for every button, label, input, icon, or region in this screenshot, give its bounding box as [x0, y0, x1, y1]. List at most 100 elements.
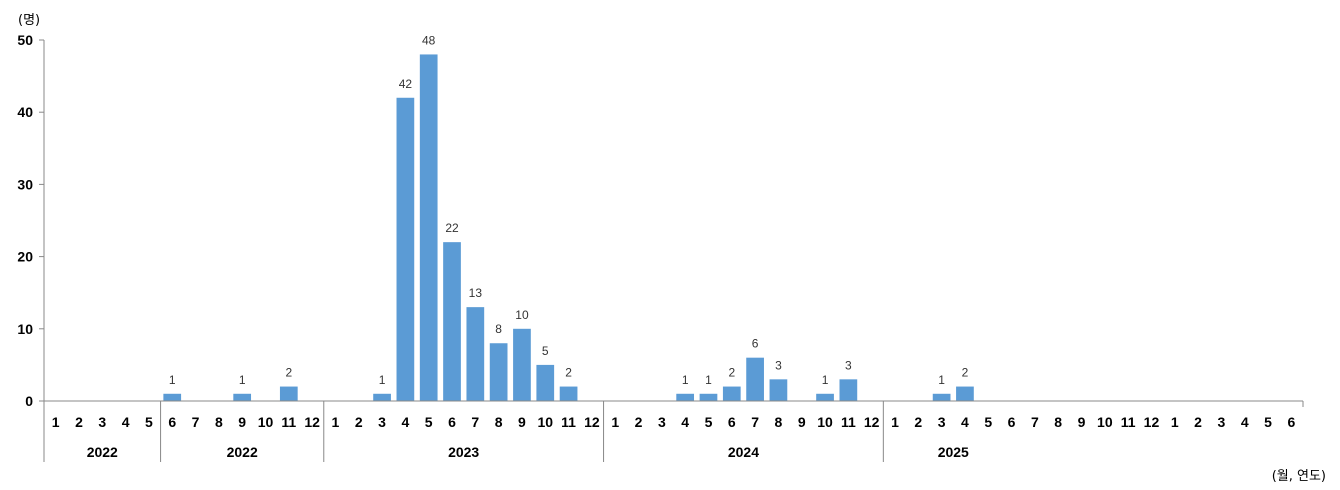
bar	[163, 393, 182, 401]
x-tick-label-month: 10	[258, 414, 274, 430]
data-label: 2	[285, 366, 292, 380]
x-tick-label-month: 8	[215, 414, 223, 430]
x-tick-label-month: 7	[471, 414, 479, 430]
x-tick-label-month: 8	[775, 414, 783, 430]
x-tick-label-month: 9	[518, 414, 526, 430]
x-tick-label-month: 1	[52, 414, 60, 430]
bar	[956, 386, 974, 401]
x-tick-label-month: 5	[425, 414, 433, 430]
data-label: 1	[822, 373, 829, 387]
bar	[419, 54, 438, 401]
bar	[396, 97, 415, 401]
x-tick-label-month: 2	[75, 414, 83, 430]
x-tick-label-month: 1	[611, 414, 619, 430]
bar	[279, 386, 298, 401]
x-tick-label-month: 3	[658, 414, 666, 430]
x-tick-label-year: 2022	[87, 444, 118, 460]
x-tick-label-month: 7	[192, 414, 200, 430]
x-tick-label-month: 3	[1217, 414, 1225, 430]
bar	[443, 242, 461, 401]
data-label: 2	[962, 366, 969, 380]
bar	[746, 357, 764, 401]
x-tick-label-month: 9	[238, 414, 246, 430]
x-tick-label-month: 5	[1264, 414, 1272, 430]
x-tick-label-month: 2	[1194, 414, 1202, 430]
bar	[536, 364, 555, 401]
bar	[559, 386, 578, 401]
data-label: 22	[445, 221, 459, 235]
x-tick-label-month: 3	[98, 414, 106, 430]
y-axis-unit-label: (명)	[18, 13, 40, 28]
bar	[839, 379, 858, 401]
x-tick-label-month: 12	[304, 414, 320, 430]
x-tick-label-month: 5	[145, 414, 153, 430]
x-tick-label-month: 11	[1121, 414, 1136, 430]
x-tick-label-month: 10	[817, 414, 833, 430]
x-tick-label-month: 11	[841, 414, 856, 430]
bar	[489, 343, 508, 401]
x-tick-label-month: 5	[984, 414, 992, 430]
bar	[699, 393, 718, 401]
x-tick-label-month: 1	[891, 414, 899, 430]
x-tick-label-month: 4	[122, 414, 130, 430]
data-label: 42	[399, 77, 413, 91]
x-tick-label-month: 10	[537, 414, 553, 430]
data-label: 1	[379, 373, 386, 387]
y-tick-label: 30	[17, 176, 33, 192]
y-tick-label: 40	[17, 104, 33, 120]
bar	[466, 307, 485, 401]
x-tick-label-month: 2	[635, 414, 643, 430]
data-label: 5	[542, 344, 549, 358]
bar	[676, 393, 695, 401]
x-tick-label-month: 9	[1078, 414, 1086, 430]
x-axis-unit-label: (월, 연도)	[1272, 469, 1326, 484]
x-tick-label-year: 2023	[448, 444, 479, 460]
bar	[932, 393, 951, 401]
x-tick-label-month: 3	[378, 414, 386, 430]
x-tick-label-year: 2024	[728, 444, 759, 460]
x-tick-label-month: 4	[961, 414, 969, 430]
x-tick-label-month: 10	[1097, 414, 1113, 430]
data-label: 1	[705, 373, 712, 387]
bar	[769, 379, 788, 401]
data-label: 10	[515, 308, 529, 322]
x-tick-label-month: 6	[1008, 414, 1016, 430]
bar	[816, 393, 834, 401]
data-label: 13	[469, 286, 483, 300]
bar	[373, 393, 391, 401]
x-tick-label-month: 12	[1144, 414, 1160, 430]
x-tick-label-month: 7	[751, 414, 759, 430]
data-label: 3	[775, 358, 782, 372]
x-tick-label-month: 8	[1054, 414, 1062, 430]
x-tick-label-month: 4	[1241, 414, 1249, 430]
data-label: 6	[752, 337, 759, 351]
x-tick-label-month: 8	[495, 414, 503, 430]
x-tick-label-month: 4	[681, 414, 689, 430]
data-label: 2	[728, 366, 735, 380]
x-tick-label-month: 12	[864, 414, 880, 430]
x-tick-label-month: 1	[1171, 414, 1179, 430]
x-tick-label-month: 7	[1031, 414, 1039, 430]
x-tick-label-month: 11	[561, 414, 576, 430]
y-tick-label: 20	[17, 249, 33, 265]
data-label: 3	[845, 358, 852, 372]
x-tick-label-month: 6	[168, 414, 176, 430]
x-tick-label-year: 2022	[227, 444, 258, 460]
x-tick-label-month: 11	[281, 414, 296, 430]
y-tick-label: 50	[17, 32, 33, 48]
data-label: 1	[938, 373, 945, 387]
y-tick-label: 10	[17, 321, 33, 337]
x-tick-label-month: 1	[332, 414, 340, 430]
x-tick-label-month: 6	[448, 414, 456, 430]
x-tick-label-month: 5	[705, 414, 713, 430]
x-tick-label-month: 3	[938, 414, 946, 430]
data-label: 48	[422, 33, 436, 47]
data-label: 8	[495, 322, 502, 336]
x-tick-label-month: 4	[401, 414, 409, 430]
y-tick-label: 0	[25, 393, 33, 409]
bar	[513, 328, 531, 401]
bar	[233, 393, 252, 401]
x-tick-label-month: 9	[798, 414, 806, 430]
